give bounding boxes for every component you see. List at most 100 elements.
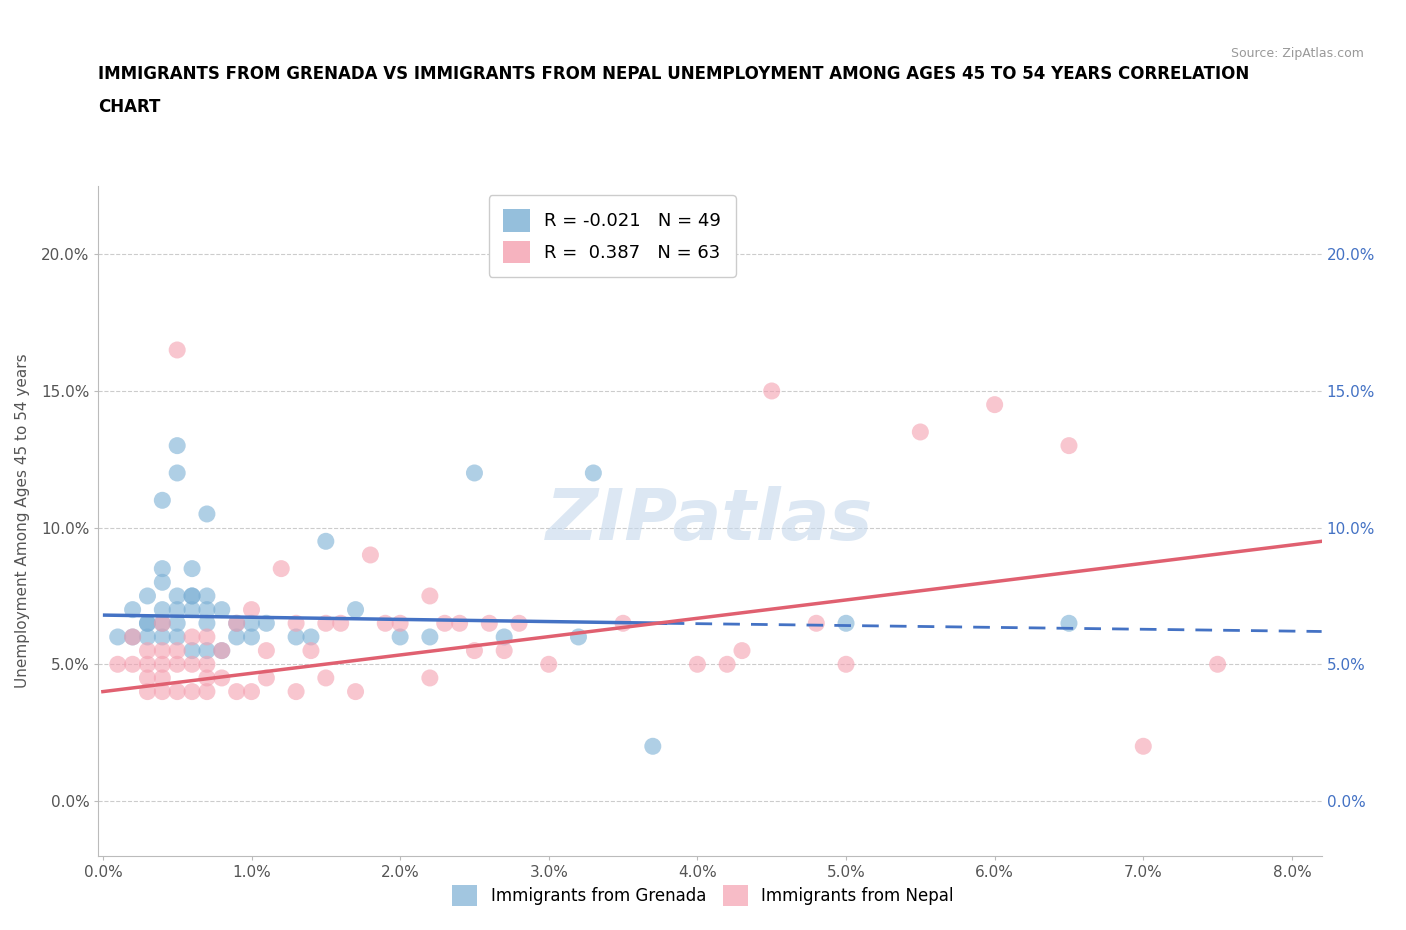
Point — [225, 616, 247, 631]
Point — [166, 603, 188, 618]
Text: Source: ZipAtlas.com: Source: ZipAtlas.com — [1230, 46, 1364, 60]
Point — [344, 603, 367, 618]
Point — [910, 424, 932, 439]
Point — [686, 657, 709, 671]
Point — [136, 616, 159, 631]
Point — [359, 548, 381, 563]
Point — [150, 561, 173, 576]
Point — [195, 657, 218, 671]
Point — [195, 671, 218, 685]
Point — [166, 684, 188, 699]
Point — [136, 644, 159, 658]
Point — [181, 603, 204, 618]
Point — [195, 616, 218, 631]
Point — [195, 603, 218, 618]
Point — [136, 616, 159, 631]
Point — [1057, 616, 1080, 631]
Point — [107, 630, 129, 644]
Point — [121, 630, 143, 644]
Point — [389, 616, 412, 631]
Point — [166, 589, 188, 604]
Point — [150, 671, 173, 685]
Point — [344, 684, 367, 699]
Point — [166, 630, 188, 644]
Point — [299, 630, 322, 644]
Point — [494, 644, 516, 658]
Point — [150, 684, 173, 699]
Legend: Immigrants from Grenada, Immigrants from Nepal: Immigrants from Grenada, Immigrants from… — [446, 879, 960, 912]
Point — [254, 644, 277, 658]
Point — [181, 644, 204, 658]
Point — [195, 507, 218, 522]
Point — [181, 561, 204, 576]
Point — [478, 616, 501, 631]
Point — [195, 684, 218, 699]
Point — [150, 575, 173, 590]
Text: CHART: CHART — [98, 98, 160, 115]
Point — [195, 644, 218, 658]
Text: IMMIGRANTS FROM GRENADA VS IMMIGRANTS FROM NEPAL UNEMPLOYMENT AMONG AGES 45 TO 5: IMMIGRANTS FROM GRENADA VS IMMIGRANTS FR… — [98, 65, 1250, 83]
Text: ZIPatlas: ZIPatlas — [547, 486, 873, 555]
Point — [150, 493, 173, 508]
Point — [150, 657, 173, 671]
Point — [567, 630, 589, 644]
Point — [285, 616, 308, 631]
Point — [508, 616, 530, 631]
Point — [315, 534, 337, 549]
Point — [240, 616, 263, 631]
Point — [121, 630, 143, 644]
Point — [136, 671, 159, 685]
Point — [166, 657, 188, 671]
Point — [537, 657, 560, 671]
Point — [315, 671, 337, 685]
Point — [150, 616, 173, 631]
Point — [166, 644, 188, 658]
Point — [166, 466, 188, 481]
Point — [181, 589, 204, 604]
Point — [1132, 738, 1154, 753]
Point — [315, 616, 337, 631]
Legend: R = -0.021   N = 49, R =  0.387   N = 63: R = -0.021 N = 49, R = 0.387 N = 63 — [488, 195, 735, 277]
Point — [374, 616, 396, 631]
Point — [211, 644, 233, 658]
Point — [254, 616, 277, 631]
Point — [181, 589, 204, 604]
Point — [150, 644, 173, 658]
Point — [419, 671, 441, 685]
Point — [166, 438, 188, 453]
Point — [254, 671, 277, 685]
Point — [150, 603, 173, 618]
Point — [211, 671, 233, 685]
Point — [211, 644, 233, 658]
Point — [641, 738, 664, 753]
Point — [121, 657, 143, 671]
Point — [121, 603, 143, 618]
Point — [150, 616, 173, 631]
Point — [731, 644, 754, 658]
Point — [299, 644, 322, 658]
Point — [181, 684, 204, 699]
Point — [389, 630, 412, 644]
Point — [195, 589, 218, 604]
Point — [285, 630, 308, 644]
Point — [240, 684, 263, 699]
Point — [806, 616, 828, 631]
Point — [582, 466, 605, 481]
Point — [181, 657, 204, 671]
Point — [240, 630, 263, 644]
Point — [419, 589, 441, 604]
Point — [449, 616, 471, 631]
Point — [463, 466, 485, 481]
Point — [181, 630, 204, 644]
Point — [1057, 438, 1080, 453]
Point — [166, 616, 188, 631]
Point — [612, 616, 634, 631]
Point — [225, 616, 247, 631]
Point — [211, 603, 233, 618]
Point — [329, 616, 352, 631]
Point — [107, 657, 129, 671]
Point — [240, 603, 263, 618]
Point — [761, 383, 783, 398]
Y-axis label: Unemployment Among Ages 45 to 54 years: Unemployment Among Ages 45 to 54 years — [15, 353, 30, 688]
Point — [463, 644, 485, 658]
